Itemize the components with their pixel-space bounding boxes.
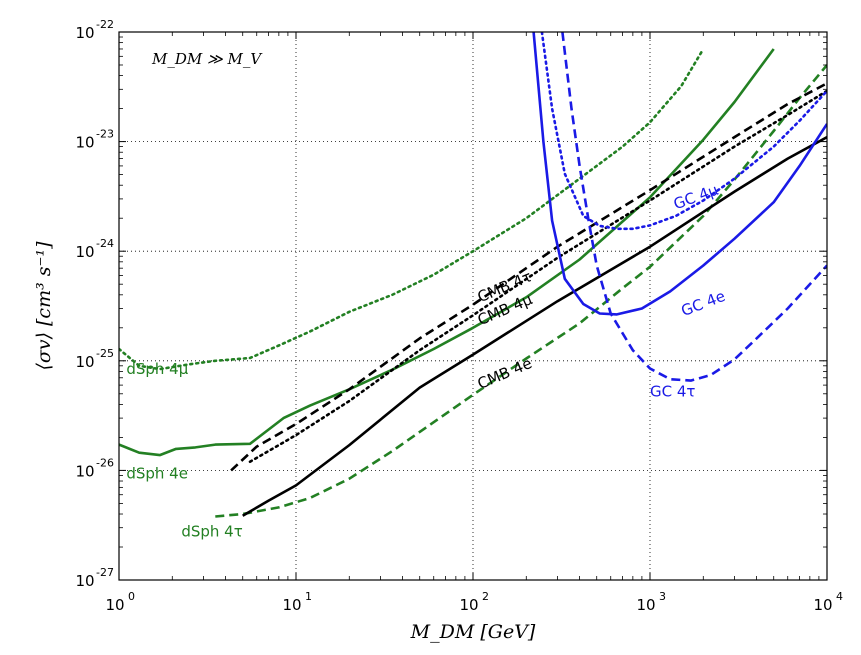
y-tick-label: 10 [75, 24, 94, 42]
y-tick-exponent: -25 [96, 347, 114, 360]
x-tick-label: 10 [813, 596, 832, 614]
curves [119, 32, 827, 518]
y-tick-exponent: -22 [96, 18, 114, 31]
y-tick-label: 10 [75, 353, 94, 371]
series-line-dsph-4- [119, 47, 705, 371]
y-axis-label: ⟨σv⟩ [cm³ s⁻¹] [33, 241, 55, 371]
series-line-gc-4- [540, 32, 827, 231]
series-line-cmb-4- [248, 89, 827, 464]
label-dsph-4-: dSph 4μ [126, 360, 188, 378]
x-tick-label: 10 [105, 596, 124, 614]
x-tick-label: 10 [459, 596, 478, 614]
y-tick-exponent: -24 [96, 237, 114, 250]
label-dsph-4-: dSph 4τ [181, 522, 242, 540]
y-tick-exponent: -23 [96, 128, 114, 141]
series-line-cmb-4e [242, 135, 827, 517]
y-tick-label: 10 [75, 462, 94, 480]
x-tick-exponent: 0 [128, 590, 135, 603]
series-line-gc-4- [561, 32, 827, 382]
label-dsph-4e: dSph 4e [126, 465, 188, 483]
grid [119, 32, 827, 580]
y-tick-label: 10 [75, 243, 94, 261]
y-tick-label: 10 [75, 134, 94, 152]
x-tick-exponent: 2 [482, 590, 489, 603]
x-tick-exponent: 1 [305, 590, 312, 603]
x-tick-exponent: 3 [659, 590, 666, 603]
x-axis-label: M_DM [GeV] [410, 621, 536, 643]
series-line-dsph-4- [215, 64, 827, 518]
label-gc-4-: GC 4τ [650, 383, 695, 401]
series-line-gc-4e [532, 32, 827, 316]
x-tick-label: 10 [282, 596, 301, 614]
y-tick-exponent: -26 [96, 456, 114, 469]
y-tick-label: 10 [75, 572, 94, 590]
x-tick-exponent: 4 [836, 590, 843, 603]
y-tick-exponent: -27 [96, 566, 114, 579]
annotation-text: M_DM ≫ M_V [151, 50, 263, 68]
x-tick-label: 10 [636, 596, 655, 614]
